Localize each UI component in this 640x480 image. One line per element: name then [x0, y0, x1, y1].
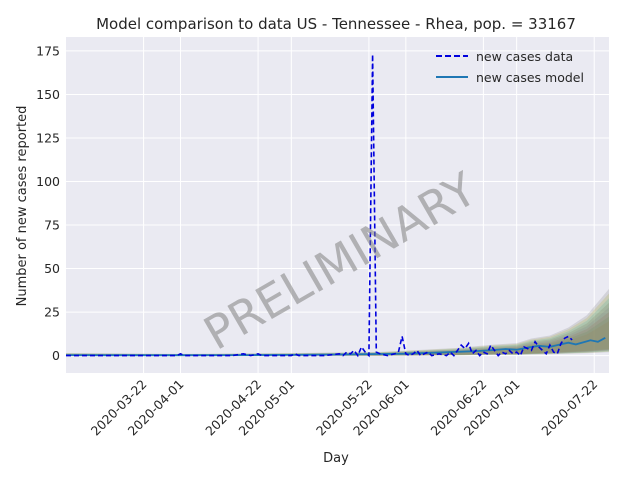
- y-tick-label: 75: [44, 218, 60, 233]
- y-tick-label: 100: [36, 174, 60, 189]
- y-tick-label: 175: [36, 43, 60, 58]
- y-axis-title: Number of new cases reported: [15, 106, 30, 307]
- series-layer: [65, 54, 606, 358]
- model-band: [66, 298, 609, 356]
- model-band: [66, 307, 609, 356]
- y-tick-labels: 0 25 50 75 100 125 150 175: [36, 43, 60, 363]
- data-series-line: [66, 54, 573, 358]
- chart-title: Model comparison to data US - Tennessee …: [96, 15, 576, 33]
- y-tick-label: 25: [44, 305, 60, 320]
- legend-model-label: new cases model: [476, 70, 584, 85]
- y-tick-label: 150: [36, 87, 60, 102]
- model-band: [66, 293, 609, 356]
- legend-data-label: new cases data: [476, 49, 573, 64]
- model-band: [66, 312, 609, 356]
- y-tick-label: 0: [52, 348, 60, 363]
- model-band: [66, 316, 609, 356]
- model-band: [66, 288, 609, 356]
- legend: new cases data new cases model: [436, 49, 584, 85]
- y-tick-label: 50: [44, 261, 60, 276]
- plot-area: [66, 37, 609, 373]
- y-tick-label: 125: [36, 130, 60, 145]
- model-band: [66, 302, 609, 356]
- x-tick-label: 2020-07-22: [538, 377, 600, 439]
- x-axis-title: Day: [323, 451, 349, 466]
